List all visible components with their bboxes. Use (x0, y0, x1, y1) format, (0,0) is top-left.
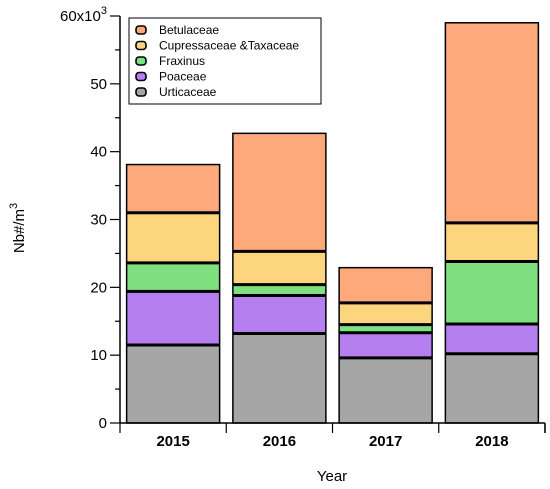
bar-segment (232, 284, 326, 296)
bar-segment (339, 357, 433, 423)
y-axis-title: Nb#/m3 (8, 203, 28, 253)
x-tick-label: 2015 (156, 433, 189, 450)
bar-segment (445, 261, 539, 324)
y-tick-label: 30 (90, 212, 107, 229)
legend-swatch (135, 40, 147, 51)
legend-item: Betulaceae (135, 23, 219, 37)
legend-item: Cupressaceae &Taxaceae (135, 39, 299, 53)
legend-swatch (135, 71, 147, 82)
legend-label: Poaceae (159, 70, 207, 84)
y-tick-label-base: 60x10 (60, 8, 101, 25)
legend: Betulaceae Cupressaceae &TaxaceaeFraxinus… (128, 17, 322, 105)
bar-segment (232, 295, 326, 334)
y-axis-title-main: Nb#/m (11, 209, 28, 253)
legend-swatch (135, 87, 147, 97)
bar-segment (232, 333, 326, 423)
bar-segment (339, 324, 433, 333)
legend-swatch (135, 25, 147, 35)
y-ticks-group: 0 10 20 30 40 50 60x103 (60, 5, 120, 432)
y-tick-label: 60x103 (60, 5, 107, 25)
y-tick-label-exponent: 3 (101, 5, 107, 17)
legend-box (128, 17, 322, 105)
bar-segment (126, 212, 220, 263)
bar-segment (339, 302, 433, 325)
legend-swatch (135, 56, 147, 66)
bar-segment (339, 332, 433, 358)
bar-segment (445, 22, 539, 223)
y-tick-label: 20 (90, 279, 107, 296)
bar-segment (126, 262, 220, 292)
bar-segment (445, 323, 539, 354)
x-tick-label: 2018 (475, 433, 508, 450)
y-axis-title-superscript: 3 (8, 203, 20, 209)
bar-segment (126, 164, 220, 213)
x-ticks-group: 2015 2016 2017 2018 (119, 423, 546, 450)
legend-label: Betulaceae (159, 23, 219, 37)
bar-segment (445, 222, 539, 262)
y-tick-label: 10 (90, 347, 107, 364)
x-axis-title: Year (317, 468, 347, 485)
bar-segment (126, 344, 220, 423)
x-tick-label: 2017 (369, 433, 402, 450)
legend-label: Urticaceae (159, 85, 217, 99)
legend-label: Cupressaceae &Taxaceae (159, 39, 299, 53)
bar-segment (339, 267, 433, 303)
legend-item: Fraxinus (135, 54, 205, 68)
bar-segment (232, 133, 326, 252)
bar-segment (232, 251, 326, 285)
legend-item: Urticaceae (135, 85, 217, 99)
bar-segment (445, 353, 539, 423)
bar-segment (126, 291, 220, 345)
legend-item: Poaceae (135, 70, 207, 84)
y-tick-label: 0 (99, 415, 107, 432)
y-tick-label: 50 (90, 76, 107, 93)
x-tick-label: 2016 (263, 433, 296, 450)
y-tick-label: 40 (90, 144, 107, 161)
legend-label: Fraxinus (159, 54, 205, 68)
